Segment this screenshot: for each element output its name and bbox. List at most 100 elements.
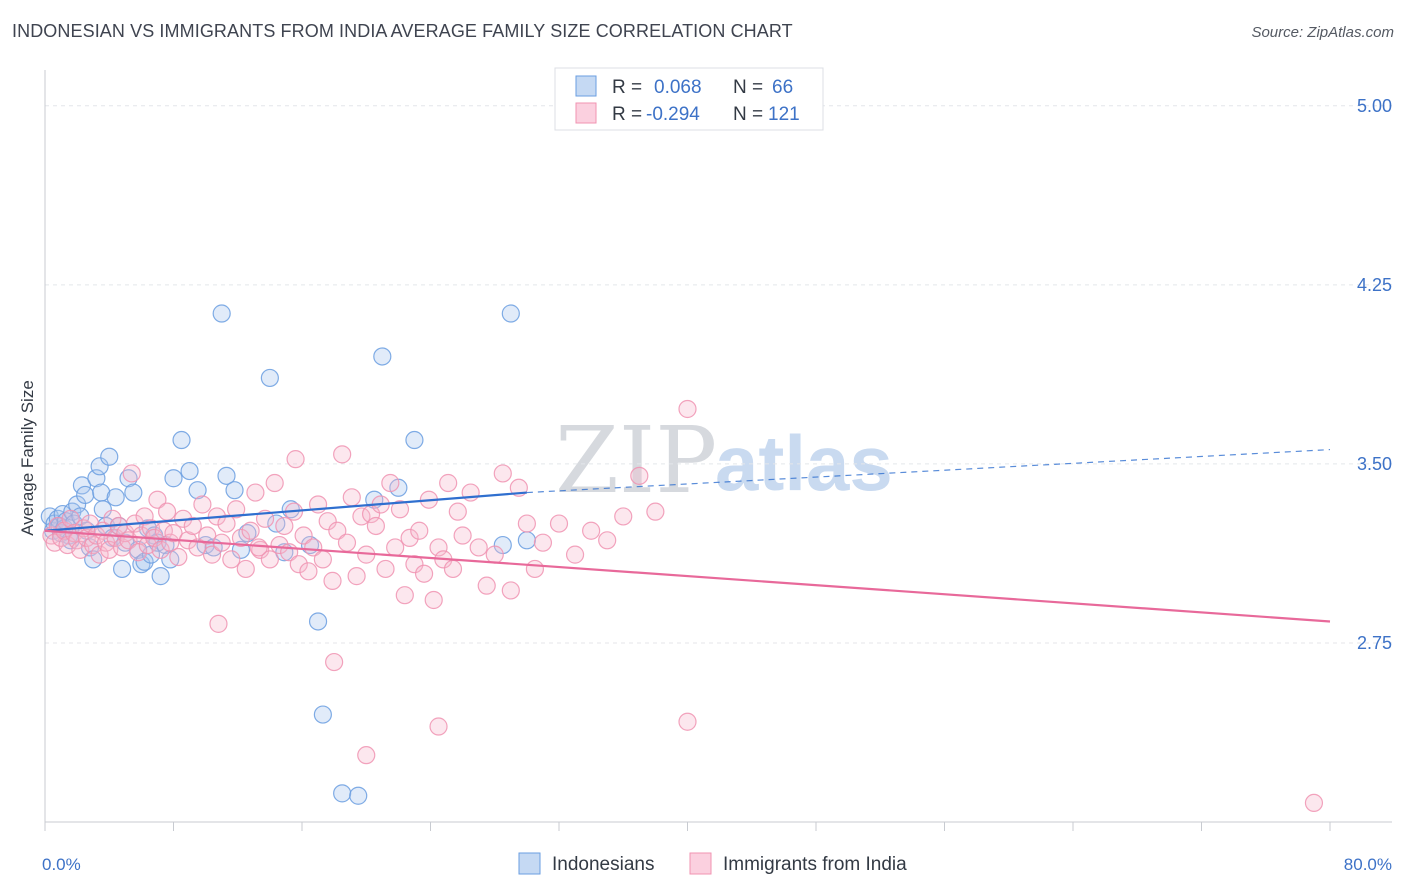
data-point — [1304, 793, 1324, 813]
data-point — [501, 304, 520, 323]
data-point — [222, 550, 241, 569]
trend-line-indonesians-extrapolated — [526, 448, 1331, 494]
series-legend: Indonesians Immigrants from India — [518, 852, 907, 875]
data-point — [246, 483, 265, 502]
legend-box — [554, 67, 824, 131]
data-point — [325, 652, 344, 672]
data-point — [103, 509, 122, 528]
data-point — [549, 514, 569, 533]
bottom-legend-label-india: Immigrants from India — [723, 854, 907, 875]
data-point — [289, 555, 308, 574]
data-point — [304, 538, 323, 557]
data-point — [347, 567, 366, 586]
data-point — [533, 533, 553, 552]
data-point — [151, 540, 170, 559]
data-point — [614, 507, 633, 526]
data-point — [132, 555, 151, 574]
y-tick-label: 3.50 — [1357, 454, 1392, 474]
legend-swatch-indonesians — [575, 75, 597, 97]
data-point — [231, 528, 251, 548]
data-point — [390, 500, 410, 519]
watermark: ZIP atlas — [555, 407, 893, 514]
trend-line-india — [44, 529, 1331, 623]
data-point — [630, 466, 649, 485]
data-point — [386, 538, 405, 557]
data-point — [151, 567, 170, 586]
data-point — [646, 502, 665, 521]
data-point — [148, 490, 167, 509]
data-point — [477, 576, 496, 595]
data-point — [72, 476, 92, 495]
x-tick-label: 0.0% — [42, 855, 81, 874]
data-point — [217, 466, 236, 485]
data-point — [260, 550, 279, 569]
data-point — [429, 717, 448, 736]
data-point — [381, 473, 400, 493]
data-point — [313, 705, 332, 724]
source-label: Source: ZipAtlas.com — [1251, 24, 1394, 41]
data-point — [202, 545, 222, 564]
data-point — [217, 514, 236, 533]
data-point — [333, 784, 352, 803]
data-point — [294, 526, 313, 545]
x-tick-label: 80.0% — [1344, 855, 1392, 874]
data-point — [424, 590, 443, 610]
data-point — [124, 483, 143, 502]
data-point — [209, 614, 228, 633]
data-point — [439, 473, 458, 493]
gridlines — [45, 105, 1392, 644]
data-point — [188, 481, 207, 500]
data-point — [172, 430, 191, 450]
data-point — [349, 786, 368, 805]
data-point — [678, 712, 697, 731]
data-point — [328, 521, 347, 540]
data-point — [582, 521, 601, 540]
data-point — [429, 538, 448, 557]
legend-n-label: N = — [733, 104, 763, 125]
chart-title: INDONESIAN VS IMMIGRANTS FROM INDIA AVER… — [12, 21, 793, 41]
data-point — [227, 500, 246, 519]
data-point — [286, 450, 305, 469]
y-axis-label: Average Family Size — [18, 380, 37, 536]
data-point — [188, 538, 207, 557]
data-point — [342, 488, 361, 507]
legend-n-label: N = — [733, 77, 763, 98]
data-point — [517, 531, 536, 550]
data-point — [76, 485, 95, 505]
data-point — [443, 559, 463, 579]
data-point — [169, 547, 188, 567]
bottom-legend-label-indonesians: Indonesians — [552, 854, 654, 875]
stats-legend: R = 0.068 N = 66 R = -0.294 N = 121 — [554, 67, 824, 131]
y-tick-label: 5.00 — [1357, 96, 1392, 116]
data-point — [100, 447, 119, 466]
data-point — [249, 538, 268, 557]
data-point — [525, 559, 545, 579]
data-point — [405, 555, 424, 574]
data-point — [157, 502, 177, 521]
y-tick-label: 2.75 — [1357, 633, 1392, 653]
data-point — [565, 545, 585, 564]
data-point — [313, 550, 332, 569]
data-point — [318, 512, 337, 531]
data-point — [106, 488, 125, 507]
data-point — [164, 469, 183, 488]
data-point — [61, 509, 80, 528]
data-point — [265, 473, 284, 493]
legend-r-label: R = — [612, 104, 642, 125]
data-point — [373, 347, 392, 366]
data-point — [212, 304, 231, 323]
data-point — [270, 535, 289, 555]
axes — [44, 70, 1392, 831]
trend-line-indonesians — [44, 491, 527, 532]
data-point — [198, 526, 217, 545]
data-point — [281, 500, 300, 519]
data-point — [183, 516, 202, 536]
data-point — [122, 464, 141, 483]
legend-n-value-india: 121 — [768, 104, 800, 125]
data-point — [376, 559, 395, 579]
legend-r-value-indonesians: 0.068 — [654, 77, 702, 98]
data-point — [357, 746, 376, 765]
data-point — [112, 559, 132, 579]
data-point — [485, 545, 504, 564]
